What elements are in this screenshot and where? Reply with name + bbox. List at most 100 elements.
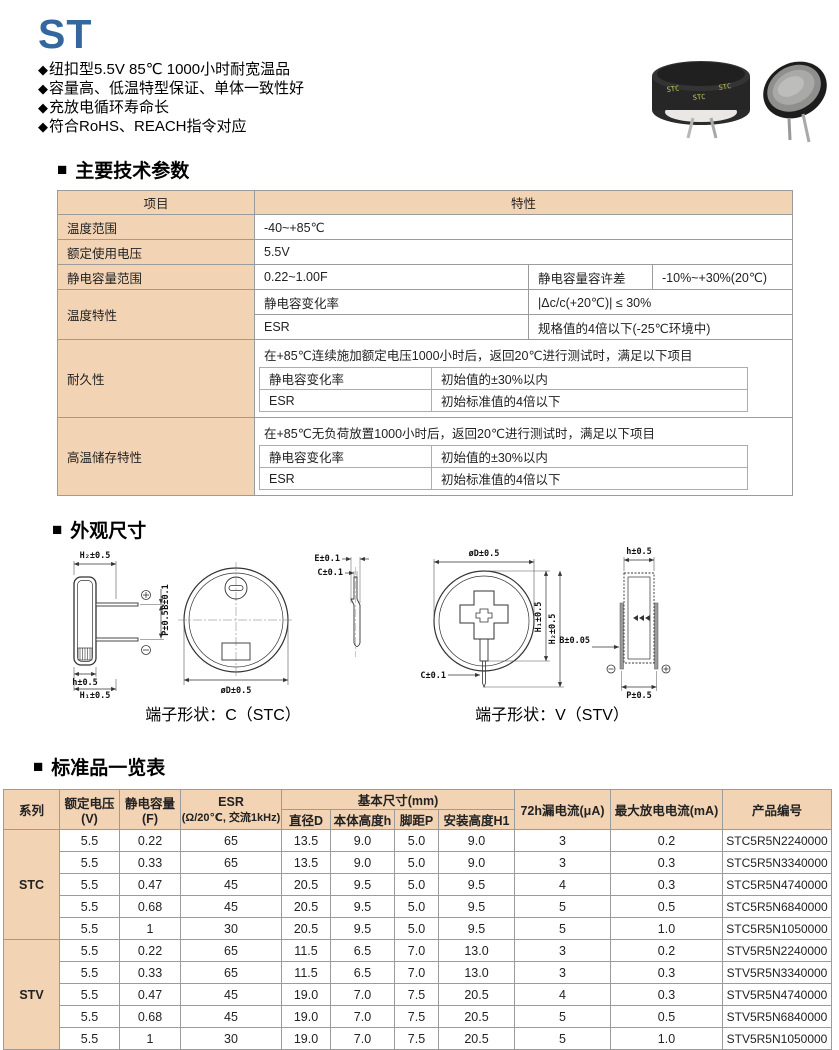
- col-max-discharge: 最大放电电流(mA): [610, 789, 723, 830]
- col-leakage: 72h漏电流(μA): [514, 789, 611, 830]
- spec-cell: 3: [514, 939, 611, 962]
- spec-cell: 5.5: [59, 895, 120, 918]
- stv-drawing: øD±0.5 H₁±0.5 H₂±0.5 C±0.1: [420, 547, 671, 699]
- spec-cell: 9.5: [330, 895, 395, 918]
- col-capacitance-line2: (F): [142, 812, 158, 826]
- spec-cell: 0.3: [610, 983, 723, 1006]
- square-bullet-icon: ■: [57, 160, 68, 179]
- dim-label: øD±0.5: [221, 686, 252, 696]
- param-sublabel: 静电容变化率: [254, 289, 529, 315]
- param-subvalue: 初始值的±30%以内: [431, 367, 748, 390]
- spec-row: 5.5 0.68 45 19.0 7.0 7.5 20.5 5 0.5 STV5R5N684000…: [3, 1005, 832, 1028]
- part-number-cell: STC5R5N1050000: [722, 917, 832, 940]
- spec-cell: 7.5: [394, 983, 439, 1006]
- spec-cell: 0.68: [119, 895, 181, 918]
- spec-cell: 0.3: [610, 851, 723, 874]
- part-number-cell: STC5R5N3340000: [722, 851, 832, 874]
- param-value: -40~+85℃: [254, 214, 793, 240]
- spec-cell: 0.33: [119, 961, 181, 984]
- params-row-voltage: 额定使用电压 5.5V: [57, 239, 793, 265]
- polarity-plus-icon: [661, 664, 671, 674]
- spec-header-row-1: 系列 额定电压 (V) 静电容量 (F) ESR (Ω/20℃, 交流1kHz)…: [3, 789, 832, 830]
- params-row-endurance: 耐久性 在+85℃连续施加额定电压1000小时后，返回20℃进行测试时，满足以下…: [57, 339, 793, 418]
- dim-label: øD±0.5: [469, 549, 500, 559]
- spec-cell: 9.5: [438, 895, 515, 918]
- spec-cell: 5: [514, 917, 611, 940]
- spec-cell: 1: [119, 917, 181, 940]
- param-sublabel: ESR: [259, 467, 432, 490]
- spec-cell: 30: [180, 1027, 282, 1050]
- param-subvalue: |Δc/c(+20℃)| ≤ 30%: [528, 289, 793, 315]
- spec-cell: 9.5: [438, 917, 515, 940]
- spec-cell: 19.0: [281, 1027, 331, 1050]
- spec-cell: 1.0: [610, 917, 723, 940]
- dim-label: h±0.5: [626, 547, 652, 557]
- spec-cell: 0.22: [119, 939, 181, 962]
- col-esr-line1: ESR: [218, 794, 244, 809]
- series-cell: STC: [3, 829, 60, 940]
- endurance-inner-table: 静电容变化率 初始值的±30%以内 ESR 初始标准值的4倍以下: [259, 367, 748, 412]
- section-title-text: 主要技术参数: [75, 161, 190, 182]
- feature-item: ◆ 纽扣型5.5V 85℃ 1000小时耐宽温品: [38, 60, 839, 79]
- spec-cell: 45: [180, 895, 282, 918]
- spec-cell: 5: [514, 895, 611, 918]
- storage-condition: 在+85℃无负荷放置1000小时后，返回20℃进行测试时，满足以下项目: [264, 427, 655, 441]
- dim-label: B±0.1: [161, 584, 171, 610]
- spec-cell: 11.5: [281, 939, 331, 962]
- param-subvalue: 初始标准值的4倍以下: [431, 467, 748, 490]
- spec-cell: 5.5: [59, 851, 120, 874]
- stv-caption: 端子形状：V（STV）: [475, 707, 629, 724]
- spec-cell: 6.5: [330, 939, 395, 962]
- spec-header-row-2: 直径D 本体高度h 脚距P 安装高度H1: [4, 809, 832, 830]
- params-row-storage: 高温储存特性 在+85℃无负荷放置1000小时后，返回20℃进行测试时，满足以下…: [57, 417, 793, 496]
- params-col-item: 项目: [57, 190, 255, 215]
- col-mount-height: 安装高度H1: [438, 809, 515, 830]
- spec-cell: 20.5: [281, 895, 331, 918]
- photo-side-label: STC: [718, 82, 732, 92]
- spec-cell: 0.2: [610, 939, 723, 962]
- spec-cell: 65: [180, 939, 282, 962]
- spec-cell: 20.5: [438, 1005, 515, 1028]
- col-basic-dims: 基本尺寸(mm): [281, 789, 515, 810]
- spec-row: 5.5 1 30 20.5 9.5 5.0 9.5 5 1.0 STC5R5N1050000: [3, 917, 832, 940]
- storage-cell: 在+85℃无负荷放置1000小时后，返回20℃进行测试时，满足以下项目 静电容变…: [254, 417, 793, 496]
- spec-cell: 7.0: [394, 939, 439, 962]
- spec-cell: 5.0: [394, 917, 439, 940]
- col-voltage-line1: 额定电压: [64, 797, 115, 811]
- feature-item: ◆ 充放电循环寿命长: [38, 98, 839, 117]
- param-label: 高温储存特性: [57, 417, 255, 496]
- param-label: 温度特性: [57, 289, 255, 340]
- col-voltage: 额定电压 (V): [59, 789, 120, 830]
- col-capacitance-line1: 静电容量: [124, 797, 175, 811]
- params-header-row: 项目 特性: [57, 190, 793, 215]
- params-row-temp-char-cap: 温度特性 静电容变化率 |Δc/c(+20℃)| ≤ 30%: [57, 289, 793, 340]
- spec-cell: 20.5: [438, 1027, 515, 1050]
- spec-cell: 9.5: [330, 873, 395, 896]
- param-label: 静电容量范围: [57, 264, 255, 290]
- spec-cell: 5.5: [59, 1027, 120, 1050]
- spec-cell: 5: [514, 1027, 611, 1050]
- page-header: ST ◆ 纽扣型5.5V 85℃ 1000小时耐宽温品 ◆ 容量高、低温特型保证、单…: [0, 0, 839, 143]
- spec-cell: 9.0: [330, 829, 395, 852]
- spec-cell: 19.0: [281, 1005, 331, 1028]
- spec-cell: 30: [180, 917, 282, 940]
- param-value: 5.5V: [254, 239, 793, 265]
- spec-cell: 9.5: [330, 917, 395, 940]
- col-part-no: 产品编号: [722, 789, 832, 830]
- spec-cell: 0.47: [119, 983, 181, 1006]
- col-voltage-line2: (V): [81, 812, 98, 826]
- spec-cell: 7.0: [330, 983, 395, 1006]
- inner-row: ESR 初始标准值的4倍以下: [259, 389, 748, 412]
- params-row-cap-range: 静电容量范围 0.22~1.00F 静电容量容许差 -10%~+30%(20℃): [57, 264, 793, 290]
- col-esr-line2: (Ω/20℃, 交流1kHz): [181, 811, 281, 824]
- spec-cell: 65: [180, 829, 282, 852]
- spec-cell: 7.5: [394, 1005, 439, 1028]
- spec-cell: 0.5: [610, 895, 723, 918]
- polarity-minus-icon: [141, 645, 151, 655]
- product-photo-right: [763, 61, 827, 119]
- spec-cell: 7.0: [394, 961, 439, 984]
- spec-cell: 5.5: [59, 983, 120, 1006]
- endurance-condition: 在+85℃连续施加额定电压1000小时后，返回20℃进行测试时，满足以下项目: [264, 349, 693, 363]
- spec-cell: 13.5: [281, 829, 331, 852]
- spec-cell: 3: [514, 851, 611, 874]
